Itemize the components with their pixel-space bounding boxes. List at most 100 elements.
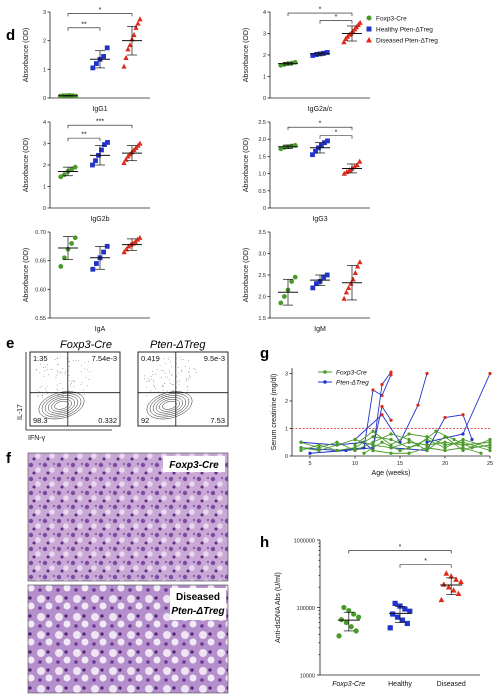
x-tick-label: 10 — [352, 461, 358, 467]
data-point — [321, 50, 326, 56]
y-tick-label: 2 — [43, 39, 46, 45]
series-point — [461, 413, 465, 417]
event-dot — [88, 360, 89, 362]
y-tick-label: 2.5 — [258, 120, 266, 126]
event-dot — [68, 374, 70, 376]
event-dot — [41, 386, 42, 387]
event-dot — [73, 386, 75, 388]
y-tick-label: 100000 — [297, 606, 315, 612]
event-dot — [186, 386, 188, 388]
event-dot — [84, 362, 86, 364]
series-point — [335, 440, 339, 444]
x-axis-label: Age (weeks) — [372, 470, 411, 477]
x-axis-label: IgG3 — [312, 216, 327, 223]
flow-xlabel: IFN-γ — [28, 435, 46, 442]
y-tick-label: 0.70 — [35, 230, 46, 236]
event-dot — [162, 389, 164, 391]
series-point — [470, 437, 474, 442]
event-dot — [47, 369, 49, 370]
y-tick-label: 3.5 — [258, 230, 266, 236]
y-tick-label: 1 — [263, 75, 266, 81]
x-axis-label: IgM — [314, 326, 326, 333]
data-point — [102, 142, 107, 147]
legend-label-pten: Pten-ΔTreg — [336, 380, 369, 387]
event-dot — [67, 388, 68, 390]
data-point — [453, 576, 459, 582]
data-point — [407, 608, 413, 614]
event-dot — [65, 370, 67, 372]
data-point — [121, 159, 127, 166]
significance-label: * — [319, 121, 322, 128]
series-point — [389, 437, 393, 442]
y-tick-label: 10000 — [300, 674, 315, 680]
series-point — [461, 432, 465, 436]
quadrant-upper-left: 0.419 — [141, 354, 160, 363]
data-point — [325, 138, 330, 144]
event-dot — [59, 383, 61, 384]
x-tick-label: 20 — [442, 461, 448, 467]
series-line — [300, 374, 392, 451]
event-dot — [153, 381, 155, 383]
event-dot — [56, 369, 58, 371]
event-dot — [189, 375, 191, 377]
y-tick-label: 2.0 — [258, 295, 266, 301]
event-dot — [37, 396, 39, 397]
event-dot — [37, 394, 39, 396]
series-point — [353, 437, 357, 442]
event-dot — [88, 379, 90, 380]
data-point — [354, 263, 361, 269]
series-point — [425, 443, 429, 447]
event-dot — [84, 367, 86, 369]
x-axis-label: IgG2b — [90, 216, 109, 223]
density-contour — [47, 397, 76, 414]
event-dot — [87, 385, 89, 387]
series-point — [398, 448, 402, 453]
data-point — [455, 590, 462, 597]
event-dot — [179, 356, 181, 358]
series-point — [407, 451, 411, 455]
series-point — [389, 370, 393, 374]
data-point — [314, 281, 319, 286]
event-dot — [152, 361, 154, 363]
event-dot — [163, 385, 164, 387]
data-point — [278, 300, 284, 306]
x-tick-label: 15 — [397, 461, 403, 467]
event-dot — [81, 382, 83, 383]
event-dot — [57, 358, 58, 359]
event-dot — [62, 391, 63, 393]
data-point — [101, 249, 106, 255]
event-dot — [68, 360, 70, 362]
event-dot — [62, 396, 64, 397]
legend-marker-diseased — [366, 37, 372, 43]
series-point — [380, 404, 384, 409]
y-tick-label: 0 — [263, 206, 266, 212]
data-point — [123, 54, 129, 61]
quadrant-upper-right: 7.54e-3 — [92, 354, 117, 363]
data-point — [310, 152, 315, 158]
event-dot — [183, 359, 184, 360]
y-tick-label: 3 — [285, 372, 288, 378]
series-point — [425, 448, 429, 453]
data-point — [341, 604, 347, 611]
event-dot — [66, 358, 68, 359]
flow-title-pten: Pten-ΔTreg — [150, 339, 206, 351]
event-dot — [43, 366, 44, 368]
event-dot — [80, 383, 82, 385]
data-point — [292, 274, 298, 280]
significance-label: ** — [81, 132, 87, 139]
event-dot — [71, 383, 72, 384]
event-dot — [73, 381, 75, 382]
quadrant-lower-left: 98.3 — [33, 416, 48, 425]
event-dot — [181, 371, 182, 372]
event-dot — [158, 394, 160, 396]
data-point — [353, 628, 359, 634]
event-dot — [167, 359, 169, 360]
data-point — [324, 272, 330, 278]
histology-label-diseased-1: Diseased — [176, 592, 220, 603]
density-contour — [44, 395, 79, 416]
data-point — [357, 19, 363, 25]
event-dot — [71, 380, 73, 382]
data-point — [354, 162, 360, 168]
series-point — [380, 413, 384, 417]
series-point — [299, 448, 303, 453]
